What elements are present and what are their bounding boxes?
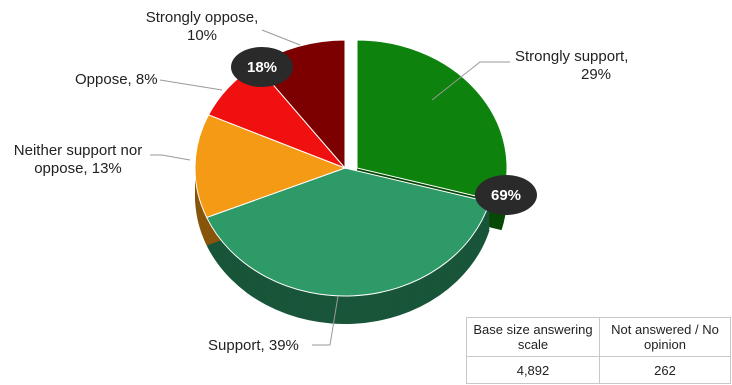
- leader-line-neither: [150, 154, 191, 161]
- leader-line-strongly-oppose: [261, 29, 301, 46]
- slice-label-strongly-support: Strongly support, 29%: [515, 48, 628, 83]
- leader-lines: [150, 29, 510, 346]
- pie-slice-neither-support-nor-oppose: [194, 114, 347, 219]
- slice-label-neither: Neither support nor oppose, 13%: [14, 142, 142, 177]
- badge-oppose-total: 18%: [231, 47, 293, 87]
- slice-label-oppose: Oppose, 8%: [75, 71, 158, 88]
- badge-support-total: 69%: [475, 175, 537, 215]
- table-row: 4,892 262: [466, 356, 731, 384]
- pie-slice-support: [205, 167, 491, 297]
- table-cell-not-answered: 262: [599, 356, 731, 384]
- slice-label-support: Support, 39%: [208, 337, 299, 354]
- summary-table: Base size answering scale Not answered /…: [466, 317, 731, 384]
- leader-line-strongly-support: [431, 61, 510, 101]
- leader-line-oppose: [159, 79, 223, 91]
- table-header-base-size: Base size answering scale: [466, 317, 600, 357]
- badge-support-total-text: 69%: [491, 187, 521, 204]
- table-header-row: Base size answering scale Not answered /…: [466, 317, 731, 357]
- pie-slice-strongly-support: [356, 39, 508, 203]
- leader-line-support: [312, 295, 339, 346]
- badge-oppose-total-text: 18%: [247, 59, 277, 76]
- table-header-not-answered: Not answered / No opinion: [599, 317, 731, 357]
- slice-label-strongly-oppose: Strongly oppose, 10%: [146, 9, 259, 44]
- table-cell-base-size: 4,892: [466, 356, 600, 384]
